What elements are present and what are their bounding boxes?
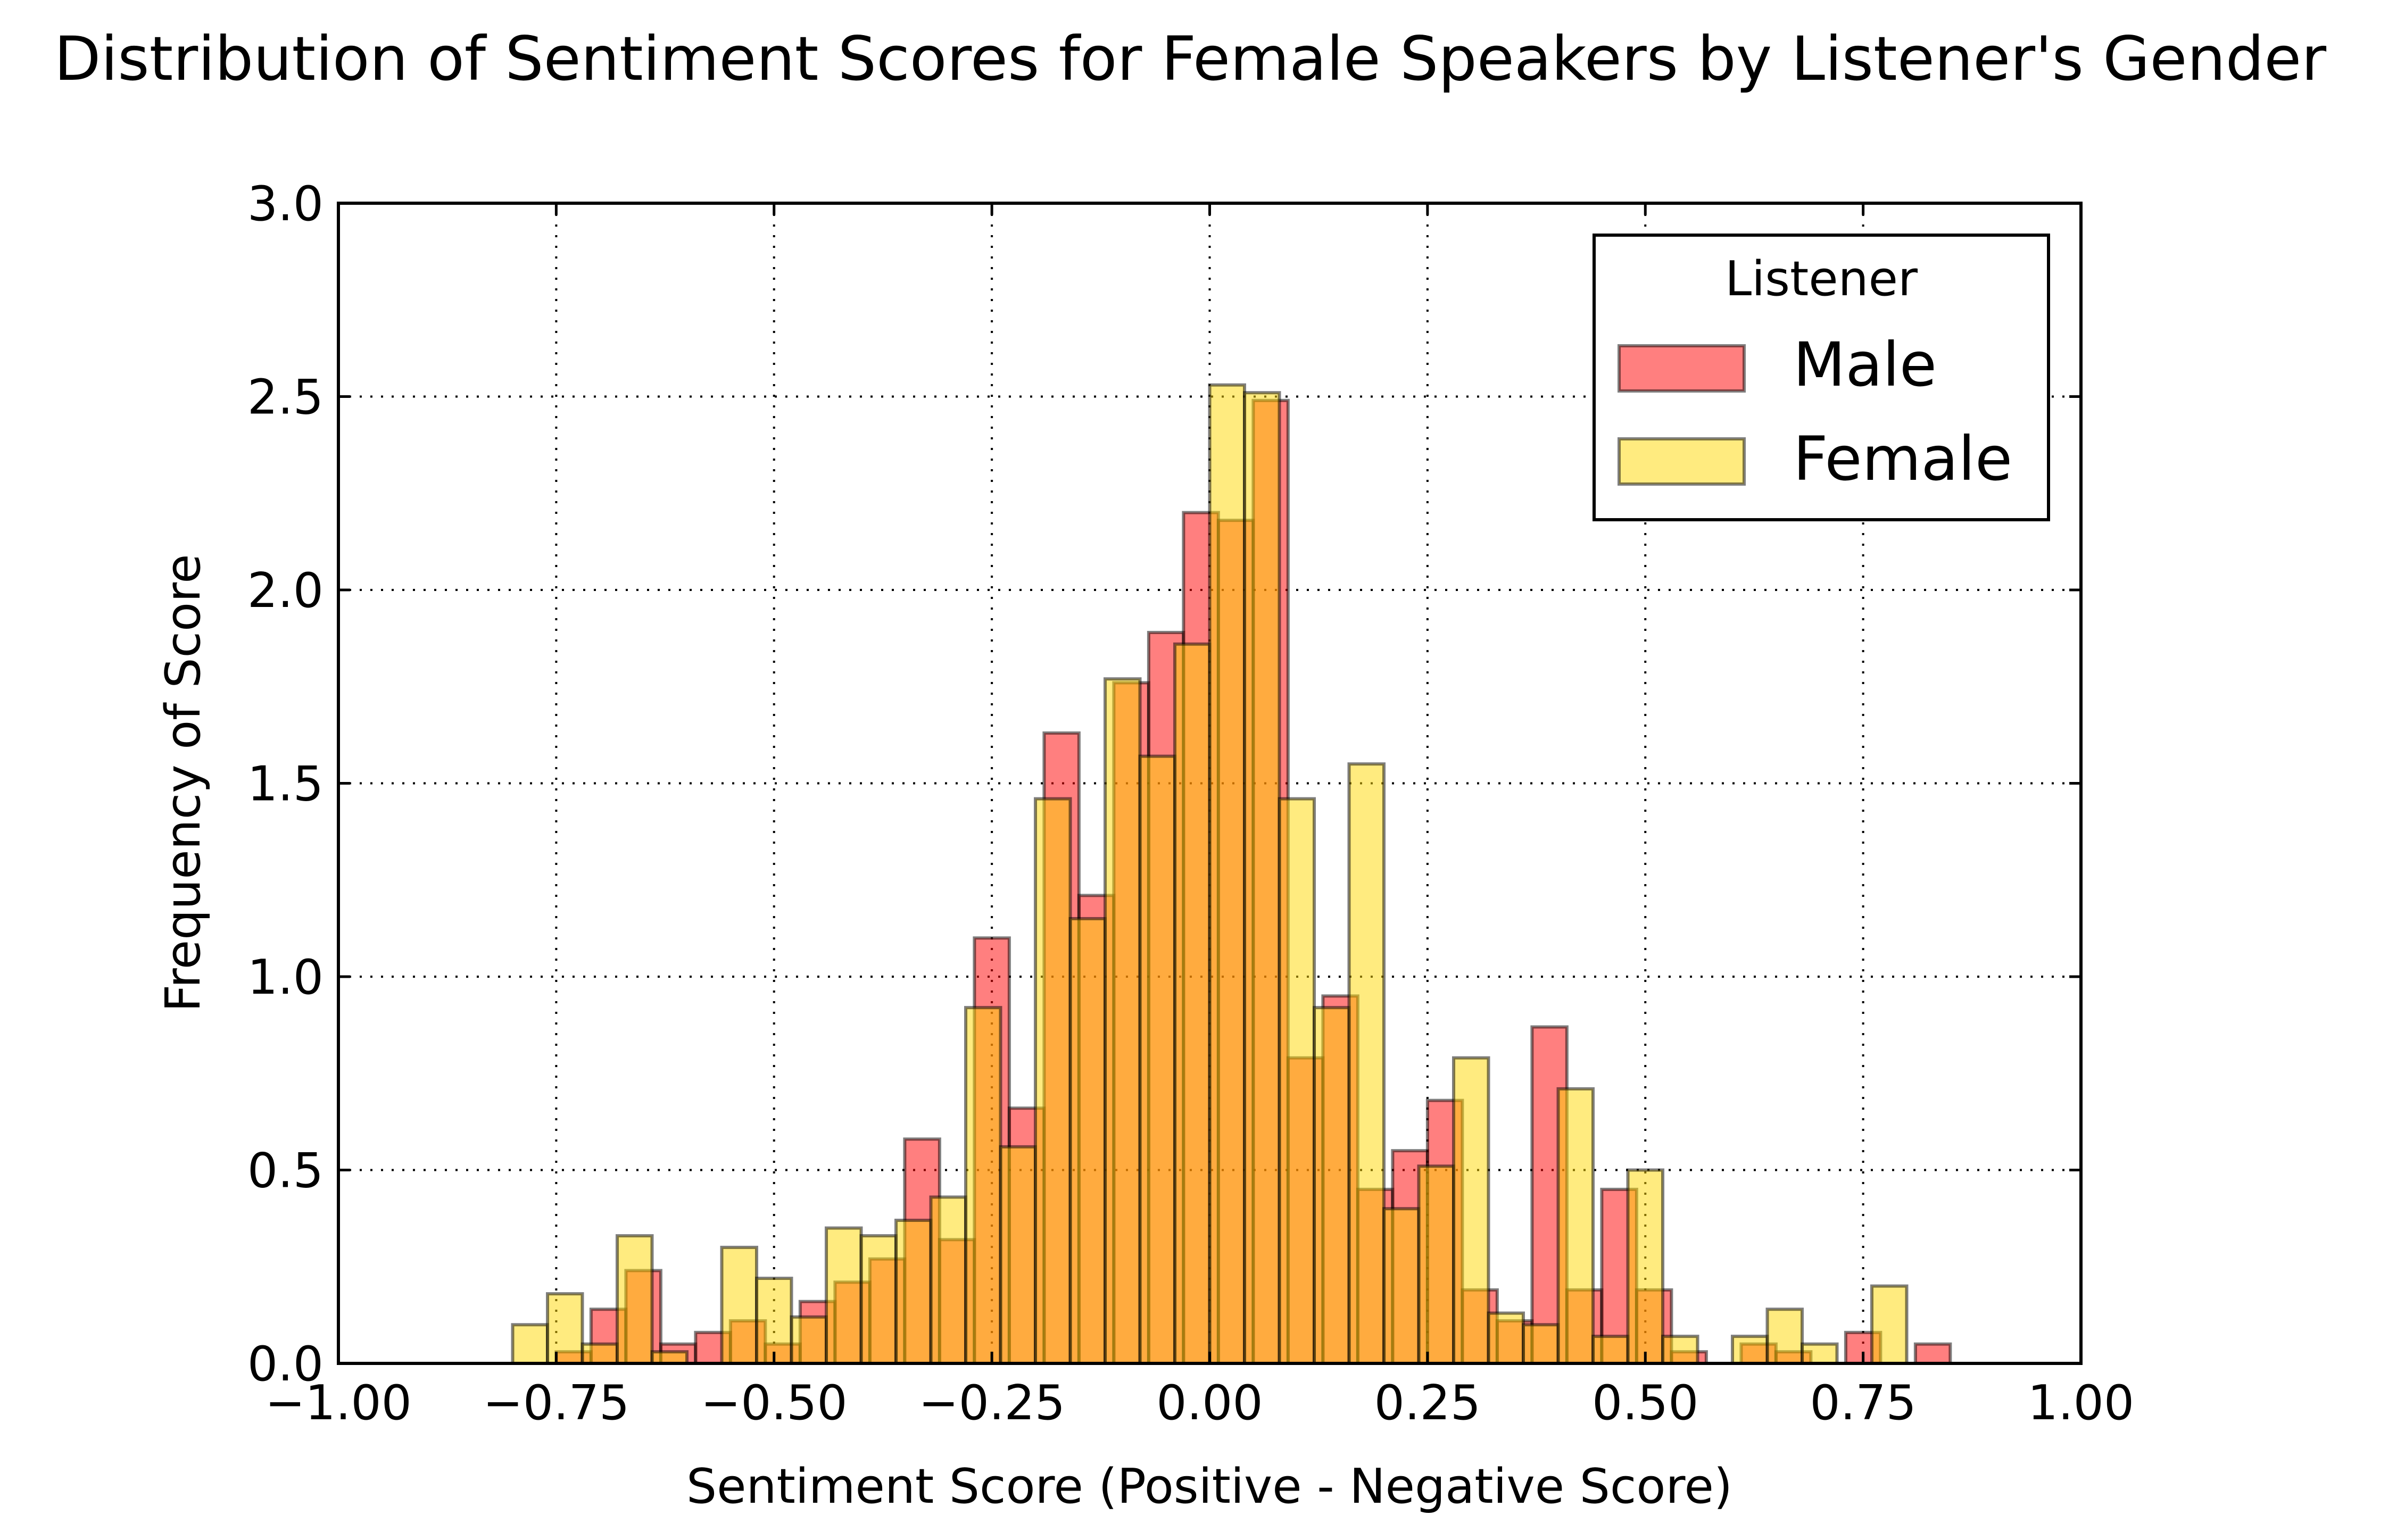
bar-female (720, 1245, 758, 1365)
chart-title: Distribution of Sentiment Scores for Fem… (54, 23, 2327, 94)
bar-female (1313, 1006, 1351, 1366)
bar-female (1068, 917, 1107, 1365)
bar-female (1591, 1335, 1630, 1366)
legend-swatch-female (1618, 437, 1746, 486)
bar-female (964, 1006, 1002, 1366)
y-tick-label: 3.0 (247, 176, 324, 232)
x-tick-label: −0.50 (701, 1375, 848, 1431)
bar-female (894, 1219, 933, 1365)
bar-female (1522, 1323, 1560, 1366)
legend-label-female: Female (1793, 423, 2012, 494)
bar-female (1661, 1335, 1699, 1366)
bar-female (825, 1226, 863, 1366)
bar-female (1801, 1342, 1839, 1365)
bar-female (580, 1342, 619, 1365)
bar-female (1765, 1308, 1804, 1365)
y-tick-label: 0.0 (247, 1336, 324, 1392)
bar-female (650, 1350, 689, 1365)
bar-female (790, 1315, 828, 1366)
x-tick-label: −0.75 (483, 1375, 629, 1431)
bar-female (859, 1234, 898, 1366)
bar-female (929, 1195, 967, 1365)
bar-female (546, 1292, 584, 1365)
bar-male (1913, 1342, 1952, 1365)
y-axis-label: Frequency of Score (155, 554, 211, 1012)
legend: Listener Male Female (1593, 234, 2050, 521)
y-axis-ticks: 0.0 0.5 1.0 1.5 2.0 2.5 3.0 (247, 176, 2081, 1392)
y-tick-label: 2.5 (247, 370, 324, 426)
bar-female (1870, 1284, 1909, 1366)
legend-title: Listener (1725, 251, 1918, 307)
bar-female (1138, 754, 1176, 1365)
bar-female (1208, 383, 1246, 1366)
bar-female (1278, 797, 1316, 1365)
bar-female (1452, 1056, 1490, 1366)
y-tick-label: 1.0 (247, 950, 324, 1005)
legend-label-male: Male (1793, 329, 1937, 400)
bar-female (1731, 1335, 1769, 1366)
x-tick-label: 0.50 (1592, 1375, 1698, 1431)
female-series-bars (511, 383, 1909, 1366)
x-tick-label: 1.00 (2028, 1375, 2134, 1431)
x-axis-label: Sentiment Score (Positive - Negative Sco… (686, 1459, 1732, 1514)
x-tick-label: 0.25 (1374, 1375, 1481, 1431)
x-tick-label: −1.00 (265, 1375, 412, 1431)
bar-female (1382, 1207, 1421, 1365)
x-tick-label: 0.00 (1156, 1375, 1263, 1431)
bar-female (1347, 762, 1386, 1365)
x-axis-ticks: −1.00 −0.75 −0.50 −0.25 0.00 0.25 0.50 0.75 1.00 (265, 203, 2134, 1431)
bar-female (616, 1234, 654, 1366)
bar-female (1417, 1164, 1455, 1365)
x-tick-label: 0.75 (1810, 1375, 1916, 1431)
y-tick-label: 2.0 (247, 563, 324, 619)
bar-female (1556, 1087, 1595, 1365)
bar-female (1104, 677, 1142, 1365)
bar-female (1034, 797, 1072, 1365)
bar-female (1173, 642, 1212, 1365)
legend-swatch-male (1618, 344, 1746, 393)
bar-female (1243, 391, 1281, 1365)
bar-female (755, 1277, 793, 1366)
bar-female (999, 1145, 1037, 1365)
y-tick-label: 0.5 (247, 1143, 324, 1199)
bar-female (511, 1323, 549, 1366)
x-tick-label: −0.25 (918, 1375, 1065, 1431)
bar-female (1487, 1311, 1525, 1365)
bar-female (1626, 1168, 1664, 1365)
y-tick-label: 1.5 (247, 756, 324, 812)
